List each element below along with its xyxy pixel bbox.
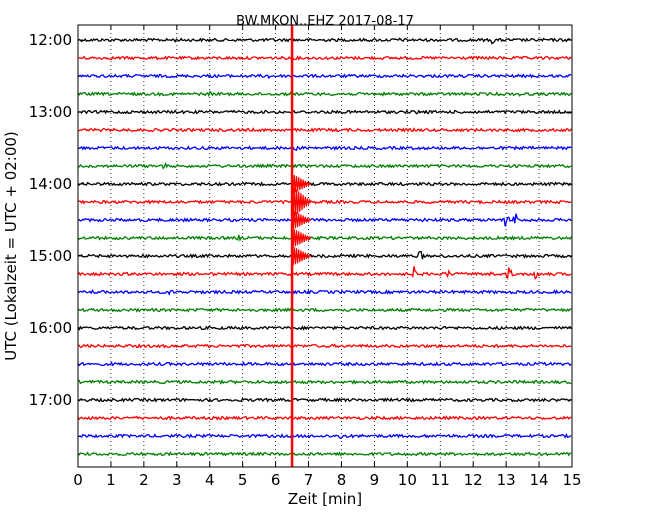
event-burst: [291, 227, 312, 248]
x-tick-label: 0: [73, 471, 83, 489]
event-marker: [290, 25, 312, 467]
trace-line: [77, 289, 572, 296]
trace-line: [77, 37, 572, 45]
y-tick-label: 16:00: [29, 319, 72, 337]
plot-frame: [77, 24, 573, 468]
x-tick-label: 5: [238, 471, 248, 489]
trace-line: [77, 343, 572, 349]
trace-line: [77, 234, 572, 243]
event-burst: [291, 245, 312, 266]
trace-line: [77, 199, 572, 205]
trace-line: [77, 325, 572, 331]
y-tick-label: 15:00: [29, 247, 72, 265]
x-tick-label: 4: [205, 471, 215, 489]
grid-lines: [110, 25, 540, 467]
x-tick-label: 7: [304, 471, 314, 489]
trace-line: [77, 213, 572, 227]
y-tick-label: 12:00: [29, 31, 72, 49]
trace-lines: [77, 37, 572, 457]
trace-line: [77, 90, 572, 98]
trace-line: [77, 361, 572, 367]
trace-line: [78, 432, 572, 440]
trace-line: [77, 73, 572, 80]
event-burst: [291, 209, 312, 230]
x-tick-label: 13: [497, 471, 516, 489]
chart-title: BW.MKON..EHZ 2017-08-17: [236, 14, 414, 29]
y-tick-label: 13:00: [29, 103, 72, 121]
trace-line: [77, 307, 572, 313]
x-tick-label: 9: [370, 471, 380, 489]
trace-line: [77, 250, 572, 260]
y-axis-label: UTC (Lokalzeit = UTC + 02:00): [2, 131, 20, 361]
x-tick-label: 3: [172, 471, 182, 489]
y-tick-label: 14:00: [29, 175, 72, 193]
x-tick-label: 1: [106, 471, 116, 489]
x-tick-label: 12: [464, 471, 483, 489]
trace-line: [77, 161, 572, 170]
x-axis-label: Zeit [min]: [288, 490, 362, 508]
x-axis-ticks: 0 1 2 3 4 5 6 7 8 9 10 11 12 13 14 15: [73, 25, 582, 489]
y-axis-ticks: 12:00 13:00 14:00 15:00 16:00 17:00: [29, 31, 572, 409]
trace-line: [77, 379, 572, 385]
event-burst: [291, 185, 312, 218]
trace-line: [77, 145, 572, 152]
x-tick-label: 2: [139, 471, 149, 489]
trace-line: [77, 109, 572, 115]
trace-line: [77, 415, 572, 421]
trace-line: [77, 127, 572, 133]
y-tick-label: 17:00: [29, 391, 72, 409]
trace-line: [77, 397, 572, 403]
x-tick-label: 15: [562, 471, 581, 489]
x-tick-label: 11: [431, 471, 450, 489]
x-tick-label: 14: [530, 471, 549, 489]
trace-line: [77, 451, 572, 457]
trace-line: [77, 266, 572, 280]
x-tick-label: 6: [271, 471, 281, 489]
x-tick-label: 10: [398, 471, 417, 489]
x-tick-label: 8: [337, 471, 347, 489]
trace-line: [77, 55, 572, 61]
event-burst: [291, 173, 312, 194]
trace-line: [77, 181, 572, 187]
